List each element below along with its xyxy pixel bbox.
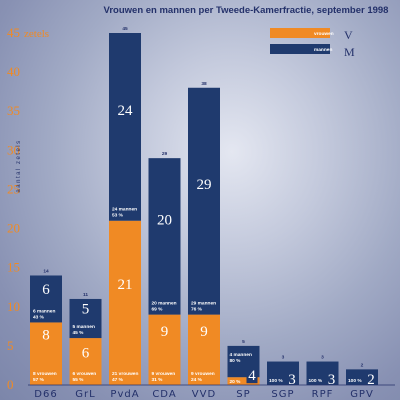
bar-total-label: 3 (321, 355, 324, 361)
legend-letter-mannen: M (344, 45, 355, 59)
y-tick-label: 45 (7, 25, 20, 40)
bar-value-label: 8 (42, 328, 50, 344)
bar-note: 55 % (73, 377, 85, 383)
x-tick-label: RPF (312, 389, 334, 400)
bar-total-label: 5 (242, 339, 245, 345)
y-tick-label: 10 (7, 299, 20, 314)
bar-note: 5 mannen (73, 324, 95, 330)
legend-label-vrouwen: vrouwen (314, 31, 334, 37)
bar-total-label: 38 (201, 81, 207, 87)
bar-value-label: 29 (197, 177, 212, 193)
y-tick-label: 25 (7, 181, 20, 196)
bar-total-label: 3 (282, 355, 285, 361)
x-tick-label: SP (236, 389, 250, 400)
bar-note: 9 vrouwen (191, 371, 215, 377)
x-tick-label: GPV (350, 389, 374, 400)
bar-note: 45 % (73, 330, 85, 336)
bar-value-label: 20 (157, 212, 172, 228)
y-tick-label: 5 (7, 338, 14, 353)
bar-note: 57 % (33, 377, 45, 383)
bar-note: 24 mannen (112, 207, 137, 213)
x-tick-label: PvdA (110, 389, 139, 400)
y-tick-label: 0 (7, 377, 14, 392)
bar-total-label: 14 (43, 268, 49, 274)
bar-vrouwen-pvda (109, 220, 141, 385)
legend-letter-vrouwen: V (344, 28, 353, 42)
legend-swatch-mannen (270, 44, 330, 54)
bar-value-label: 24 (118, 103, 134, 119)
bar-vrouwen-vvd (188, 314, 220, 385)
bar-note: 24 % (191, 377, 203, 383)
bar-note: 6 vrouwen (73, 371, 97, 377)
bar-note: 6 mannen (33, 308, 55, 314)
bar-note: 80 % (230, 358, 242, 364)
bar-label-box (246, 368, 258, 384)
bar-mannen-rpf (306, 361, 339, 385)
bar-note: 8 vrouwen (33, 371, 57, 377)
bar-vrouwen-sp (227, 377, 260, 385)
bar-value-label: 9 (161, 324, 169, 340)
bar-total-label: 11 (83, 292, 88, 298)
bar-total-label: 45 (122, 26, 128, 32)
x-tick-label: SGP (271, 389, 294, 400)
bar-vrouwen-grl (69, 338, 102, 385)
bar-note: 47 % (112, 377, 124, 383)
bar-note: 31 % (152, 377, 164, 383)
bar-mannen-vvd (188, 87, 220, 315)
x-tick-label: GrL (75, 389, 95, 400)
x-tick-label: CDA (152, 389, 176, 400)
bar-value-label: 21 (118, 277, 133, 293)
bar-mannen-sgp (267, 361, 299, 385)
bar-vrouwen-cda (148, 314, 181, 385)
bar-note: 20 % (230, 379, 242, 385)
x-tick-label: D66 (34, 389, 57, 400)
y-tick-label: 30 (7, 142, 20, 157)
bar-mannen-pvda (109, 33, 141, 221)
bar-value-label: 6 (42, 282, 50, 298)
bar-value-label: 3 (328, 372, 336, 388)
bar-total-label: 2 (361, 362, 364, 368)
y-axis-label: aantal zetels (16, 139, 22, 192)
y-unit-label: zetels (24, 28, 49, 40)
bar-note: 20 mannen (152, 301, 177, 307)
y-tick-label: 15 (7, 260, 20, 275)
bar-note: 76 % (191, 307, 203, 313)
bar-note: 9 vrouwen (152, 371, 176, 377)
y-tick-label: 35 (7, 103, 20, 118)
legend-label-mannen: mannen (314, 48, 332, 53)
bar-mannen-cda (148, 158, 181, 315)
bar-note: 100 % (269, 378, 283, 384)
bar-mannen-d66 (30, 275, 62, 323)
bar-vrouwen-d66 (30, 322, 62, 385)
y-tick-label: 20 (7, 221, 20, 236)
bar-note: 21 vrouwen (112, 371, 138, 377)
bar-note: 69 % (152, 307, 164, 313)
bar-value-label: 9 (200, 324, 208, 340)
y-tick-label: 40 (7, 64, 20, 79)
bar-note: 100 % (348, 378, 362, 384)
bar-mannen-gpv (346, 369, 378, 385)
bar-note: 53 % (112, 213, 124, 219)
bar-note: 4 mannen (230, 352, 252, 358)
bar-mannen-grl (69, 298, 102, 339)
bar-value-label: 6 (82, 346, 90, 362)
bar-note: 43 % (33, 314, 45, 320)
chart-title: Vrouwen en mannen per Tweede-Kamerfracti… (104, 5, 389, 16)
bar-value-label: 3 (288, 372, 296, 388)
bar-value-label: 5 (82, 302, 90, 318)
bar-note: 100 % (309, 378, 323, 384)
bar-value-label: 4 (248, 368, 256, 384)
bar-note: 29 mannen (191, 301, 216, 307)
x-tick-label: VVD (192, 389, 216, 400)
legend-swatch-vrouwen (270, 28, 330, 38)
bar-value-label: 2 (367, 372, 375, 388)
bar-total-label: 29 (162, 151, 168, 157)
